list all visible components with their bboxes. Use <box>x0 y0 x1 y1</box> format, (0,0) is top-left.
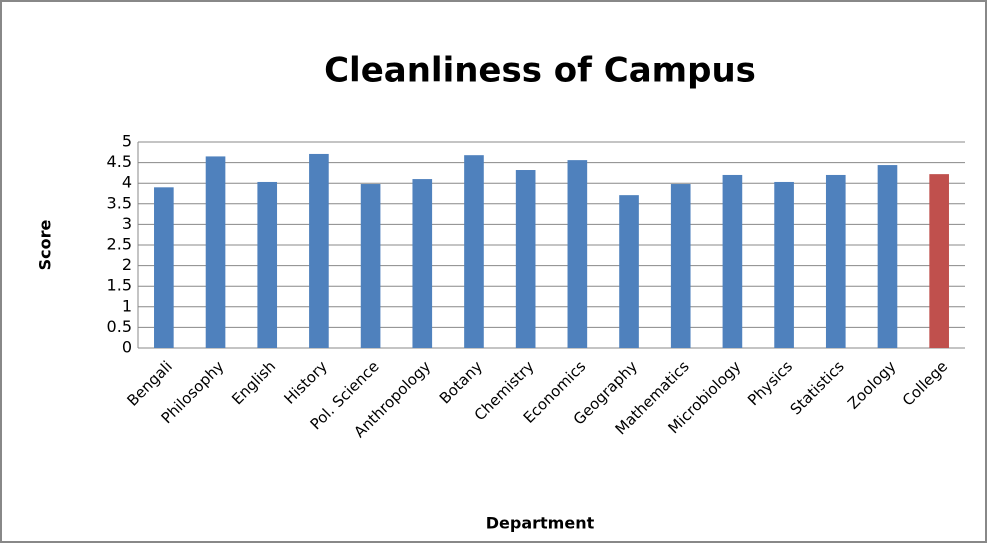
bar <box>464 155 484 348</box>
y-tick-label: 1 <box>122 296 132 315</box>
y-tick-label: 1.5 <box>107 276 132 295</box>
bar <box>929 174 949 348</box>
y-tick-label: 2 <box>122 255 132 274</box>
bar <box>515 170 536 348</box>
bar <box>154 187 174 348</box>
bar <box>670 184 691 348</box>
y-tick-label: 0.5 <box>107 317 132 336</box>
y-tick-label: 4 <box>122 173 132 192</box>
bar <box>722 174 743 348</box>
y-tick-label: 4.5 <box>107 152 132 171</box>
bar <box>360 184 381 348</box>
chart-title: Cleanliness of Campus <box>324 51 756 91</box>
bar <box>205 156 226 348</box>
bar <box>567 160 588 348</box>
x-axis-label: Department <box>486 514 595 533</box>
bar <box>619 195 639 348</box>
y-tick-label: 2.5 <box>107 235 132 254</box>
y-tick-label: 5 <box>122 132 132 151</box>
bar <box>877 165 898 348</box>
bar <box>257 181 278 348</box>
y-tick-label: 3.5 <box>107 193 132 212</box>
bar <box>774 181 794 348</box>
y-axis-label: Score <box>36 219 55 270</box>
bar <box>309 153 329 348</box>
bar <box>412 179 433 348</box>
bar <box>825 174 846 348</box>
y-tick-label: 0 <box>122 338 132 357</box>
y-tick-label: 3 <box>122 214 132 233</box>
